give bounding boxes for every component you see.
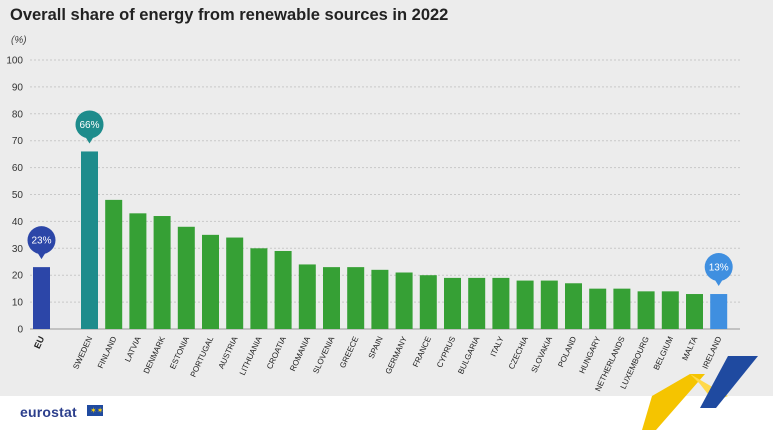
x-tick-label: HUNGARY (578, 334, 603, 375)
bar-spain (371, 269, 389, 329)
bar-luxembourg (637, 291, 655, 329)
x-tick-label: CZECHIA (507, 334, 530, 370)
x-tick-label: AUSTRIA (217, 334, 240, 370)
callout-label: 13% (709, 263, 729, 274)
bar-portugal (202, 234, 219, 329)
y-tick-label: 90 (12, 82, 24, 93)
bar-ireland (710, 294, 728, 329)
y-tick-label: 30 (12, 244, 24, 255)
y-tick-labels: 0 10 20 30 40 50 60 70 80 90 100 (6, 56, 23, 336)
x-tick-label: FRANCE (411, 335, 433, 369)
bar-italy (492, 277, 510, 329)
callout-ireland: 13% (704, 253, 733, 287)
bar-austria (226, 237, 244, 329)
bar-eu (33, 267, 50, 329)
callout-eu: 23% (27, 226, 56, 260)
bar-malta (686, 294, 703, 329)
callout-label: 66% (79, 120, 99, 131)
eurostat-logo: eurostat (20, 404, 77, 420)
y-tick-label: 80 (12, 109, 24, 120)
bar-slovakia (540, 280, 558, 329)
y-tick-label: 0 (17, 325, 23, 336)
bar-denmark (153, 216, 171, 329)
bar-cyprus (444, 277, 461, 329)
x-tick-label: CROATIA (265, 334, 288, 370)
y-tick-label: 10 (12, 298, 24, 309)
y-tick-label: 100 (6, 56, 23, 67)
bar-latvia (129, 213, 147, 329)
bar-lithuania (250, 248, 268, 329)
x-tick-label: GREECE (338, 335, 360, 369)
x-tick-label: ROMANIA (288, 334, 312, 372)
bar-chart: 0 10 20 30 40 50 60 70 80 90 100 EU SWEDEN FINLAND LA… (6, 56, 740, 393)
y-tick-label: 40 (12, 217, 24, 228)
callouts: 23% 66% 13% (27, 110, 733, 287)
bar-sweden (81, 151, 98, 329)
bar-slovenia (323, 267, 340, 329)
x-tick-label: SWEDEN (71, 335, 94, 371)
bar-france (419, 275, 437, 329)
bars (33, 151, 728, 329)
y-tick-label: 50 (12, 190, 24, 201)
x-tick-label: SLOVENIA (311, 334, 336, 375)
bar-estonia (177, 226, 195, 329)
x-tick-label: CYPRUS (435, 335, 457, 369)
bar-poland (565, 283, 582, 329)
x-tick-label: DENMARK (142, 334, 167, 375)
bar-belgium (661, 291, 679, 329)
y-tick-label: 70 (12, 136, 24, 147)
bar-croatia (274, 250, 292, 329)
bar-germany (395, 272, 413, 329)
x-tick-label: GERMANY (384, 334, 410, 375)
bar-greece (347, 267, 365, 329)
x-tick-label: ITALY (489, 334, 506, 357)
bar-bulgaria (468, 277, 486, 329)
x-tick-label: EU (32, 335, 46, 351)
x-tick-label: LATVIA (123, 334, 143, 363)
x-tick-labels: EU SWEDEN FINLAND LATVIA DENMARK ESTONIAPORTU… (32, 334, 724, 392)
x-tick-label: PORTUGAL (189, 335, 216, 379)
x-tick-label: SLOVAKIA (529, 334, 554, 374)
callout-sweden: 66% (75, 110, 104, 144)
bar-hungary (589, 288, 607, 329)
bar-czechia (516, 280, 534, 329)
x-tick-label: FINLAND (96, 335, 119, 370)
bar-netherlands (613, 288, 631, 329)
x-tick-label: LITHUANIA (238, 334, 264, 376)
x-tick-label: SPAIN (367, 335, 385, 360)
decorative-stripes (642, 356, 758, 430)
eu-flag-icon: ✶✶ (87, 405, 103, 416)
chart-title: Overall share of energy from renewable s… (10, 6, 449, 24)
callout-label: 23% (31, 236, 51, 247)
bar-romania (298, 264, 316, 329)
x-tick-label: POLAND (556, 335, 578, 369)
y-tick-label: 20 (12, 271, 24, 282)
y-tick-label: 60 (12, 163, 24, 174)
y-axis-unit: (%) (11, 35, 27, 46)
bar-finland (105, 199, 123, 329)
x-tick-label: BULGARIA (456, 334, 482, 375)
x-tick-label: ESTONIA (168, 334, 191, 370)
